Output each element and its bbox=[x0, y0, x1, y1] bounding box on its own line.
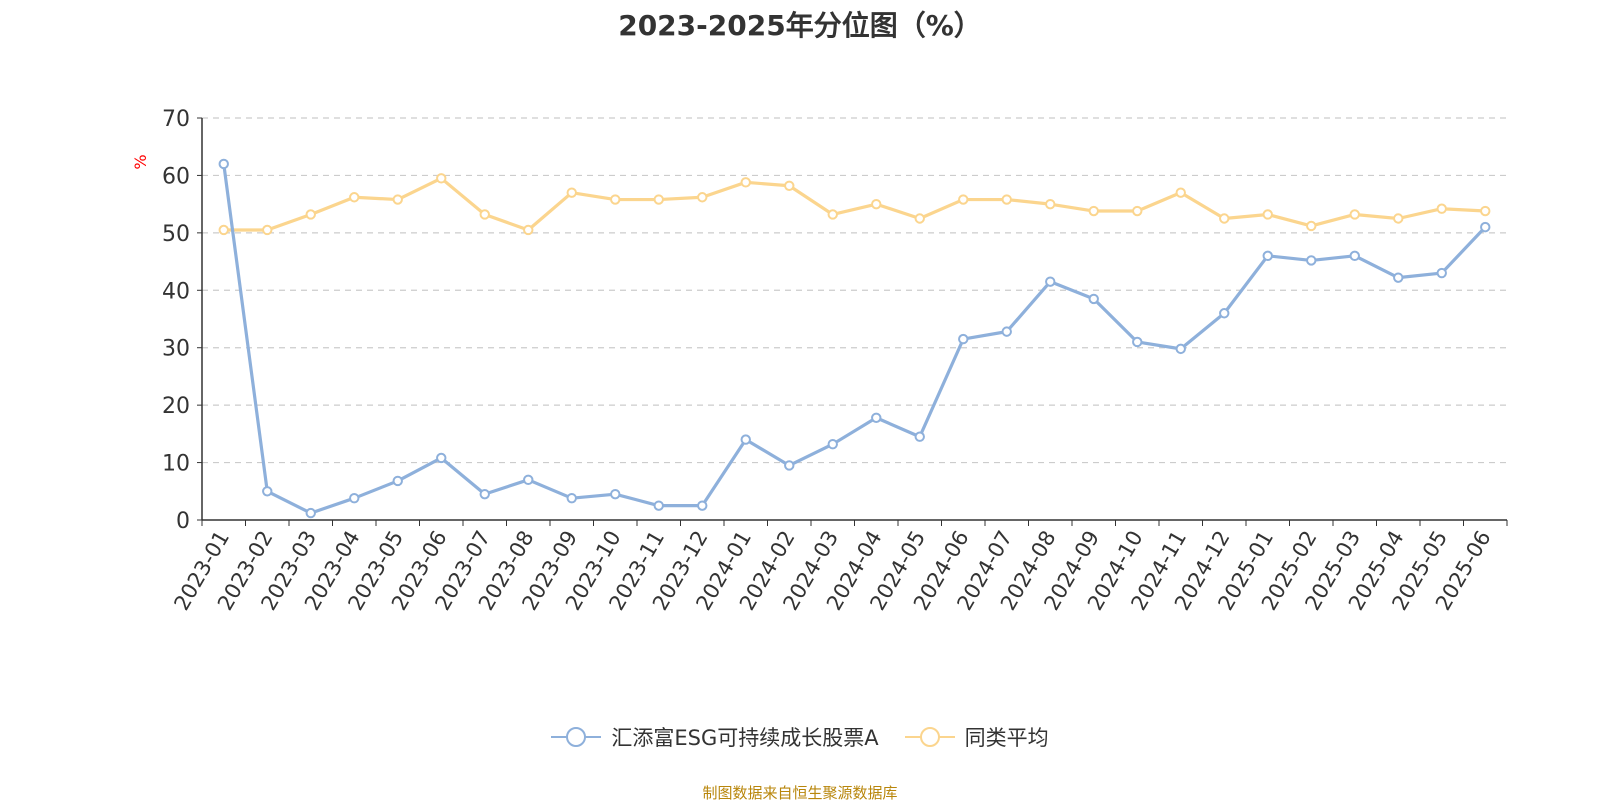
data-point bbox=[1045, 276, 1056, 287]
grid-lines bbox=[202, 117, 1507, 464]
y-tick-label: 0 bbox=[176, 509, 190, 534]
data-point bbox=[1262, 250, 1273, 262]
legend-label-peer-average: 同类平均 bbox=[964, 726, 1049, 750]
data-point bbox=[349, 192, 360, 203]
data-point bbox=[958, 333, 969, 345]
y-tick-label: 20 bbox=[162, 394, 190, 419]
data-point bbox=[392, 475, 403, 487]
data-point bbox=[262, 486, 273, 497]
data-point bbox=[436, 173, 447, 184]
data-point bbox=[610, 488, 621, 500]
data-point bbox=[1306, 220, 1317, 232]
data-point bbox=[1393, 272, 1404, 283]
data-point bbox=[1132, 336, 1143, 348]
data-point bbox=[697, 500, 708, 511]
data-point bbox=[1262, 209, 1273, 220]
data-point bbox=[1132, 205, 1143, 217]
data-point bbox=[610, 194, 621, 205]
legend-fund-marker-icon bbox=[551, 727, 602, 747]
legend-label-fund: 汇添富ESG可持续成长股票A bbox=[611, 726, 879, 750]
data-point bbox=[566, 492, 577, 504]
data-point bbox=[1306, 255, 1317, 266]
data-point bbox=[1480, 205, 1491, 217]
series-lines bbox=[218, 158, 1491, 519]
data-point bbox=[218, 158, 229, 170]
data-point bbox=[523, 224, 534, 236]
data-point bbox=[653, 500, 664, 511]
axes bbox=[197, 117, 1508, 526]
data-point bbox=[436, 452, 447, 464]
tick-labels: 010203040506070%2023-012023-022023-03202… bbox=[131, 107, 1496, 614]
data-point bbox=[1001, 194, 1012, 205]
y-tick-label: 40 bbox=[162, 279, 190, 304]
data-point bbox=[1175, 343, 1186, 355]
legend-item-fund[interactable]: 汇添富ESG可持续成长股票A bbox=[551, 722, 879, 752]
data-point bbox=[1480, 221, 1491, 233]
data-point bbox=[479, 488, 490, 500]
series-1 bbox=[218, 173, 1491, 236]
data-point bbox=[1045, 198, 1056, 210]
data-point bbox=[1219, 308, 1230, 319]
data-point bbox=[218, 224, 229, 236]
data-source-note: 制图数据来自恒生聚源数据库 bbox=[702, 784, 898, 802]
data-point bbox=[305, 209, 316, 220]
legend-item-peer-average[interactable]: 同类平均 bbox=[904, 722, 1049, 752]
chart-title: 2023-2025年分位图（%） bbox=[618, 9, 982, 42]
data-point bbox=[740, 177, 751, 188]
data-point bbox=[653, 194, 664, 205]
data-point bbox=[1349, 209, 1360, 220]
data-point bbox=[827, 438, 838, 450]
data-point bbox=[784, 180, 795, 191]
data-point bbox=[392, 194, 403, 205]
data-point bbox=[1175, 187, 1186, 198]
data-point bbox=[1088, 293, 1099, 305]
legend-peer-marker-icon bbox=[904, 727, 955, 747]
data-point bbox=[871, 412, 882, 423]
y-tick-label: 30 bbox=[162, 337, 190, 362]
data-point bbox=[305, 507, 316, 519]
y-tick-label: 10 bbox=[162, 452, 190, 477]
data-point bbox=[262, 224, 273, 236]
data-point bbox=[1088, 205, 1099, 217]
data-point bbox=[1436, 203, 1447, 214]
data-point bbox=[349, 492, 360, 504]
data-point bbox=[1001, 326, 1012, 337]
data-point bbox=[479, 209, 490, 220]
legend: 汇添富ESG可持续成长股票A 同类平均 bbox=[0, 722, 1600, 752]
data-point bbox=[740, 434, 751, 445]
data-point bbox=[914, 213, 925, 224]
data-point bbox=[914, 431, 925, 442]
data-point bbox=[1393, 213, 1404, 224]
series-line bbox=[223, 176, 1486, 232]
data-point bbox=[784, 460, 795, 471]
series-line bbox=[222, 163, 1487, 515]
data-point bbox=[566, 187, 577, 198]
y-tick-label: 60 bbox=[162, 164, 190, 189]
data-point bbox=[1219, 213, 1230, 224]
y-axis-label: % bbox=[131, 154, 150, 169]
y-tick-label: 50 bbox=[162, 222, 190, 247]
data-point bbox=[871, 198, 882, 210]
data-point bbox=[1349, 250, 1360, 262]
data-point bbox=[827, 209, 838, 220]
data-point bbox=[958, 194, 969, 205]
y-tick-label: 70 bbox=[162, 107, 190, 132]
data-point bbox=[697, 192, 708, 203]
data-point bbox=[1436, 267, 1447, 279]
series-0 bbox=[218, 158, 1491, 519]
data-point bbox=[523, 474, 534, 485]
